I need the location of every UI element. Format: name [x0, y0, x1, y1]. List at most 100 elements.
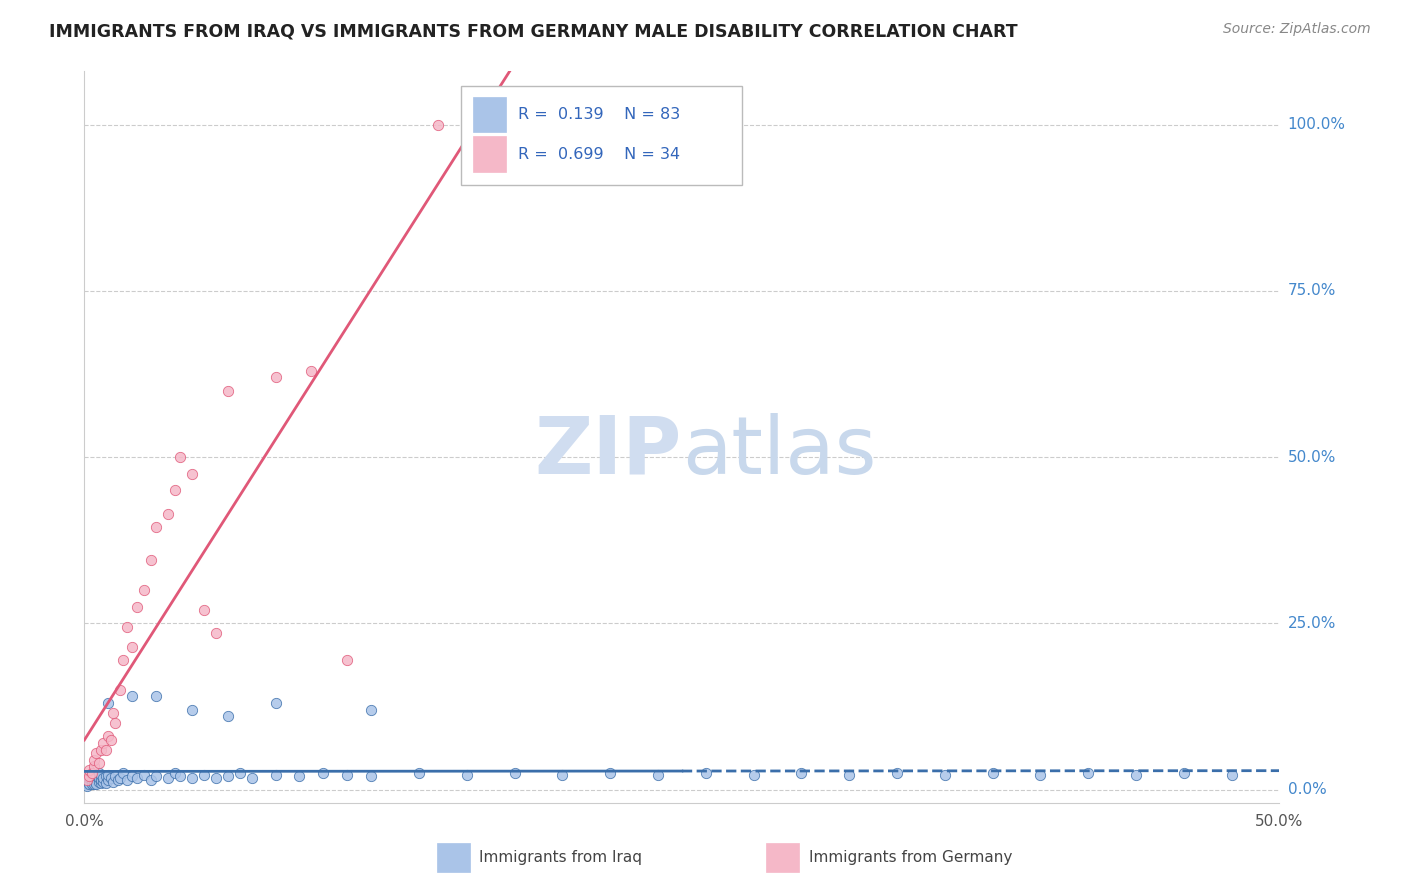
Point [90, 772, 112, 787]
Point [87, 765, 110, 780]
Point [217, 384, 239, 398]
Point [80, 771, 103, 785]
Point [83, 777, 105, 791]
Point [181, 771, 204, 785]
Text: R =  0.699    N = 34: R = 0.699 N = 34 [519, 146, 681, 161]
Point [104, 769, 127, 783]
Point [93, 771, 115, 785]
Point [77, 777, 100, 791]
Text: 75.0%: 75.0% [1288, 284, 1336, 298]
Point [599, 765, 621, 780]
Text: IMMIGRANTS FROM IRAQ VS IMMIGRANTS FROM GERMANY MALE DISABILITY CORRELATION CHAR: IMMIGRANTS FROM IRAQ VS IMMIGRANTS FROM … [49, 22, 1018, 40]
Point [229, 765, 252, 780]
Text: Immigrants from Iraq: Immigrants from Iraq [479, 850, 641, 865]
Point [76, 772, 98, 787]
Point [886, 765, 908, 780]
Point [301, 363, 323, 377]
Point [264, 370, 287, 384]
Text: 0.0%: 0.0% [1288, 782, 1326, 797]
Point [132, 582, 156, 597]
Text: 50.0%: 50.0% [1288, 450, 1336, 465]
Point [408, 765, 430, 780]
Point [77, 771, 100, 785]
Point [193, 768, 215, 782]
Point [145, 520, 167, 534]
Point [1173, 765, 1195, 780]
Point [132, 768, 156, 782]
Point [117, 772, 139, 787]
Point [205, 626, 228, 640]
Bar [437, 843, 471, 872]
Point [77, 776, 100, 790]
Point [125, 771, 148, 785]
Point [217, 709, 239, 723]
Text: Immigrants from Germany: Immigrants from Germany [808, 850, 1012, 865]
Point [80, 765, 103, 780]
Bar [766, 843, 799, 872]
Point [93, 736, 115, 750]
Point [181, 467, 204, 481]
Bar [472, 97, 506, 132]
Point [121, 690, 143, 704]
Point [77, 769, 100, 783]
Point [551, 768, 574, 782]
Point [145, 690, 167, 704]
Point [695, 765, 717, 780]
Point [100, 771, 122, 785]
Point [83, 759, 105, 773]
Point [77, 763, 100, 777]
Point [121, 769, 143, 783]
Point [117, 619, 139, 633]
Point [86, 746, 108, 760]
Point [111, 653, 134, 667]
Point [94, 776, 117, 790]
Point [742, 768, 765, 782]
Point [1220, 768, 1243, 782]
Point [336, 768, 359, 782]
Point [80, 776, 103, 790]
Point [90, 742, 112, 756]
FancyBboxPatch shape [461, 86, 742, 185]
Point [217, 769, 239, 783]
Point [97, 729, 120, 743]
Point [83, 753, 105, 767]
Point [288, 769, 311, 783]
Point [86, 777, 108, 791]
Point [97, 772, 120, 787]
Point [456, 768, 478, 782]
Point [169, 769, 191, 783]
Point [97, 696, 120, 710]
Point [141, 772, 163, 787]
Text: atlas: atlas [682, 413, 876, 491]
Text: 25.0%: 25.0% [1288, 615, 1336, 631]
Point [110, 682, 132, 697]
Point [94, 769, 117, 783]
Point [94, 742, 117, 756]
Point [165, 483, 187, 498]
Point [83, 768, 105, 782]
Point [205, 771, 228, 785]
Point [101, 706, 124, 720]
Point [87, 774, 110, 789]
Point [90, 776, 112, 790]
Point [165, 765, 187, 780]
Point [86, 772, 108, 787]
Point [104, 716, 127, 731]
Point [97, 768, 120, 782]
Point [86, 769, 108, 783]
Point [83, 771, 105, 785]
Point [360, 769, 382, 783]
Text: R =  0.139    N = 83: R = 0.139 N = 83 [519, 107, 681, 122]
Point [264, 768, 287, 782]
Point [76, 779, 98, 793]
Point [145, 769, 167, 783]
Point [87, 771, 110, 785]
Point [1125, 768, 1147, 782]
Point [157, 507, 180, 521]
Point [1077, 765, 1099, 780]
Point [93, 774, 115, 789]
Point [240, 771, 263, 785]
Point [264, 696, 287, 710]
Point [87, 756, 110, 770]
Point [76, 777, 98, 791]
